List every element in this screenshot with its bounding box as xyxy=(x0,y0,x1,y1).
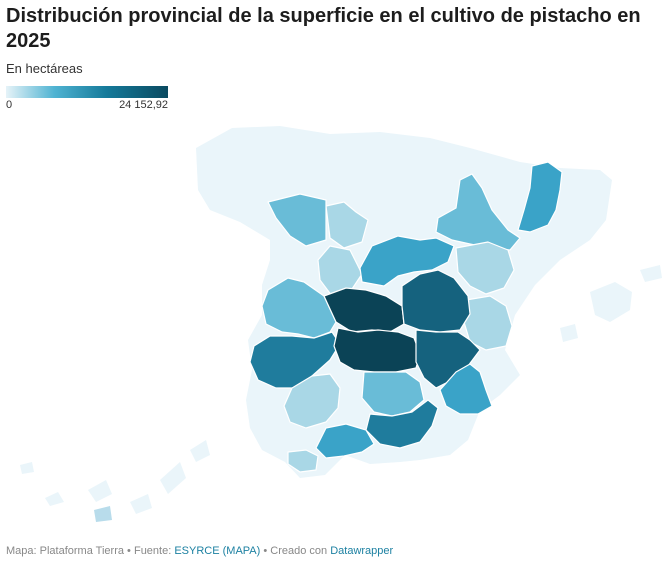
province-cantabria-burgos-north xyxy=(267,193,327,247)
base-canary-west xyxy=(20,462,112,506)
province-granada xyxy=(365,399,439,449)
province-sevilla-coast xyxy=(287,449,319,473)
base-balearic-mallorca xyxy=(590,282,632,322)
base-balearic-menorca xyxy=(640,265,662,282)
spain-province-map xyxy=(20,126,662,522)
province-ciudad-real xyxy=(333,327,421,373)
base-canary-small xyxy=(94,506,112,522)
province-lleida xyxy=(517,161,563,233)
province-malaga-cadiz xyxy=(315,423,375,459)
legend-gradient-bar xyxy=(6,86,168,98)
footer-credits: Mapa: Plataforma Tierra • Fuente: ESYRCE… xyxy=(6,545,394,557)
page-title: Distribución provincial de la superficie… xyxy=(6,5,641,52)
color-legend: 0 24 152,92 xyxy=(6,86,168,113)
province-navarra xyxy=(325,201,369,249)
legend-max-label: 24 152,92 xyxy=(119,99,168,111)
province-cuenca xyxy=(401,269,471,333)
footer-created-label: Creado con xyxy=(270,545,331,557)
province-jaen xyxy=(361,371,425,417)
province-soria-guadalajara xyxy=(359,235,455,287)
province-teruel xyxy=(455,241,515,295)
footer-map-credit: Mapa: Plataforma Tierra xyxy=(6,545,124,557)
footer-datawrapper-link[interactable]: Datawrapper xyxy=(330,545,394,557)
footer-source-label: Fuente: xyxy=(133,545,175,557)
province-murcia xyxy=(439,363,493,415)
base-canary-east xyxy=(130,440,210,514)
province-valencia-castellon xyxy=(463,295,513,351)
province-badajoz xyxy=(249,331,341,389)
legend-min-label: 0 xyxy=(6,99,13,111)
base-balearic-ibiza xyxy=(560,324,578,342)
province-cordoba xyxy=(283,373,341,429)
footer-source-link[interactable]: ESYRCE (MAPA) xyxy=(174,545,261,557)
map-subtitle: En hectáreas xyxy=(6,61,83,76)
